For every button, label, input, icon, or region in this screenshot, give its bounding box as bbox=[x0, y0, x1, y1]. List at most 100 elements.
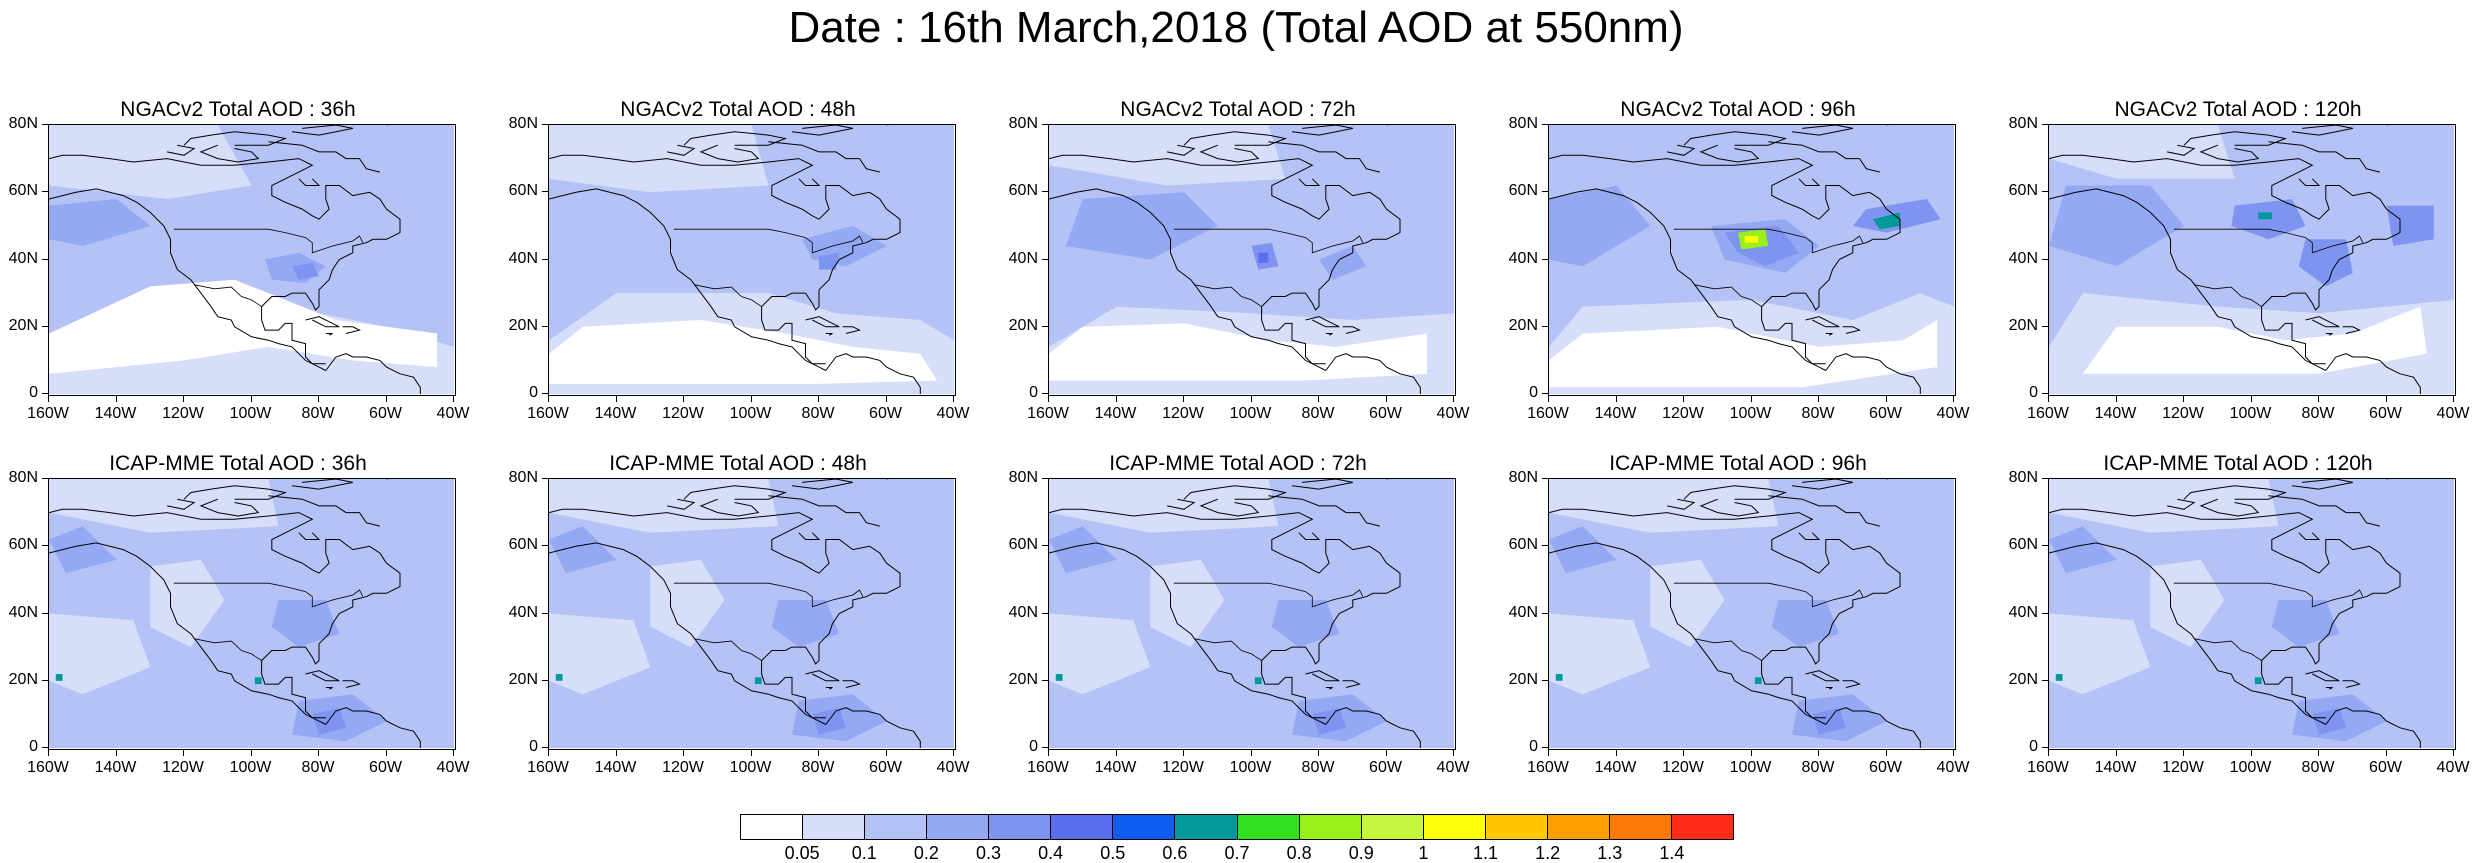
coastline bbox=[2325, 353, 2421, 394]
aod-map bbox=[549, 479, 954, 748]
aod-region bbox=[754, 677, 762, 685]
lon-tick-label: 160W bbox=[1527, 405, 1569, 422]
aod-region bbox=[812, 707, 846, 735]
coastline bbox=[325, 333, 333, 336]
map-panel: ICAP-MME Total AOD : 36h 80N 60N 40N 20N 0 160… bbox=[0, 446, 476, 776]
aod-region bbox=[1049, 125, 1286, 186]
lon-tick bbox=[683, 750, 684, 756]
country-border bbox=[673, 582, 864, 608]
lon-tick-label: 120W bbox=[162, 405, 204, 422]
panel-title: ICAP-MME Total AOD : 72h bbox=[1109, 452, 1367, 475]
colorbar-label: 1.2 bbox=[1535, 843, 1561, 863]
map-panel: ICAP-MME Total AOD : 96h 80N 60N 40N 20N 0 160… bbox=[1500, 446, 1976, 776]
colorbar-segment bbox=[865, 815, 928, 839]
lon-tick bbox=[2453, 750, 2454, 756]
lon-tick-label: 100W bbox=[729, 759, 772, 776]
coastline bbox=[699, 498, 760, 517]
map-frame bbox=[2048, 124, 2456, 396]
coastline bbox=[1325, 687, 1333, 690]
lon-tick-label: 160W bbox=[27, 759, 69, 776]
map-panel: ICAP-MME Total AOD : 72h 80N 60N 40N 20N 0 160… bbox=[1000, 446, 1476, 776]
map-panel: NGACv2 Total AOD : 120h 80N 60N 40N 20N 0 160W… bbox=[2000, 92, 2472, 422]
coastline bbox=[1825, 707, 1921, 748]
colorbar-label: 0.4 bbox=[1038, 843, 1064, 863]
country-border bbox=[194, 638, 262, 661]
coastline bbox=[2298, 178, 2321, 186]
coastline bbox=[683, 485, 788, 500]
aod-region bbox=[55, 674, 63, 681]
lat-tick-label: 0 bbox=[1529, 738, 1538, 755]
coastline bbox=[2049, 542, 2327, 725]
lat-tick-label: 0 bbox=[1529, 384, 1538, 401]
country-border bbox=[1694, 638, 1762, 661]
colorbar-segment bbox=[927, 815, 990, 839]
lon-tick-label: 40W bbox=[436, 759, 470, 776]
coastline bbox=[199, 498, 260, 517]
aod-region bbox=[1254, 677, 1262, 685]
colorbar-label: 0.9 bbox=[1348, 843, 1374, 863]
lon-tick bbox=[1750, 396, 1752, 402]
lon-tick-label: 140W bbox=[94, 759, 137, 776]
coastline bbox=[2325, 687, 2333, 690]
lon-tick bbox=[1250, 750, 1252, 756]
lon-tick bbox=[48, 750, 49, 756]
coastline bbox=[768, 141, 880, 173]
colorbar bbox=[740, 814, 1734, 840]
lon-tick-label: 100W bbox=[1729, 405, 1772, 422]
lat-tick bbox=[1542, 325, 1548, 327]
aod-region bbox=[1549, 526, 1617, 574]
lon-tick-label: 140W bbox=[594, 759, 637, 776]
lon-tick-label: 80W bbox=[801, 759, 835, 776]
lon-tick bbox=[1453, 750, 1454, 756]
aod-region bbox=[1065, 192, 1218, 260]
lon-tick bbox=[885, 750, 887, 756]
aod-map bbox=[49, 479, 454, 748]
map-frame bbox=[548, 124, 956, 396]
coastline bbox=[49, 188, 327, 371]
coastline bbox=[2049, 508, 2401, 719]
coastline bbox=[2199, 144, 2260, 163]
lon-tick bbox=[1453, 396, 1454, 402]
coastline bbox=[1768, 495, 1880, 527]
aod-region bbox=[1555, 674, 1563, 681]
coastline bbox=[1049, 188, 1327, 371]
lon-tick-label: 60W bbox=[1369, 405, 1402, 422]
coastline bbox=[2291, 479, 2353, 490]
lon-tick-label: 80W bbox=[1301, 405, 1335, 422]
aod-map bbox=[49, 125, 454, 394]
lat-tick-label: 20N bbox=[8, 670, 38, 688]
colorbar-segment bbox=[1671, 815, 1733, 839]
aod-region bbox=[1049, 613, 1151, 695]
lon-tick-label: 140W bbox=[94, 405, 137, 422]
coastline bbox=[791, 125, 853, 136]
aod-region bbox=[819, 252, 840, 270]
colorbar-segment bbox=[1051, 815, 1114, 839]
lon-tick-label: 40W bbox=[1936, 405, 1970, 422]
lon-tick-label: 160W bbox=[2027, 759, 2069, 776]
coastline bbox=[49, 154, 401, 365]
coastline bbox=[1183, 131, 1288, 146]
lat-tick bbox=[1542, 612, 1548, 614]
lat-tick bbox=[542, 191, 548, 193]
lat-tick bbox=[1042, 258, 1048, 260]
colorbar-label: 0.1 bbox=[851, 843, 877, 863]
lon-tick-label: 60W bbox=[2369, 759, 2402, 776]
lon-tick-label: 40W bbox=[936, 759, 970, 776]
coastline bbox=[2199, 498, 2260, 517]
coastline bbox=[298, 532, 321, 540]
coastline bbox=[842, 326, 861, 334]
coastline bbox=[167, 498, 196, 510]
figure-title: Date : 16th March,2018 (Total AOD at 550… bbox=[788, 3, 1684, 52]
coastline bbox=[1342, 680, 1361, 688]
lat-tick bbox=[1542, 478, 1548, 479]
coastline bbox=[49, 542, 327, 725]
coastline bbox=[1825, 353, 1921, 394]
coastline bbox=[305, 670, 340, 682]
coastline bbox=[2268, 141, 2380, 173]
coastline bbox=[298, 178, 321, 186]
lon-tick bbox=[183, 750, 184, 756]
lat-tick bbox=[1542, 124, 1548, 125]
country-border bbox=[173, 582, 364, 608]
map-frame bbox=[2048, 478, 2456, 750]
coastline bbox=[1268, 141, 1380, 173]
